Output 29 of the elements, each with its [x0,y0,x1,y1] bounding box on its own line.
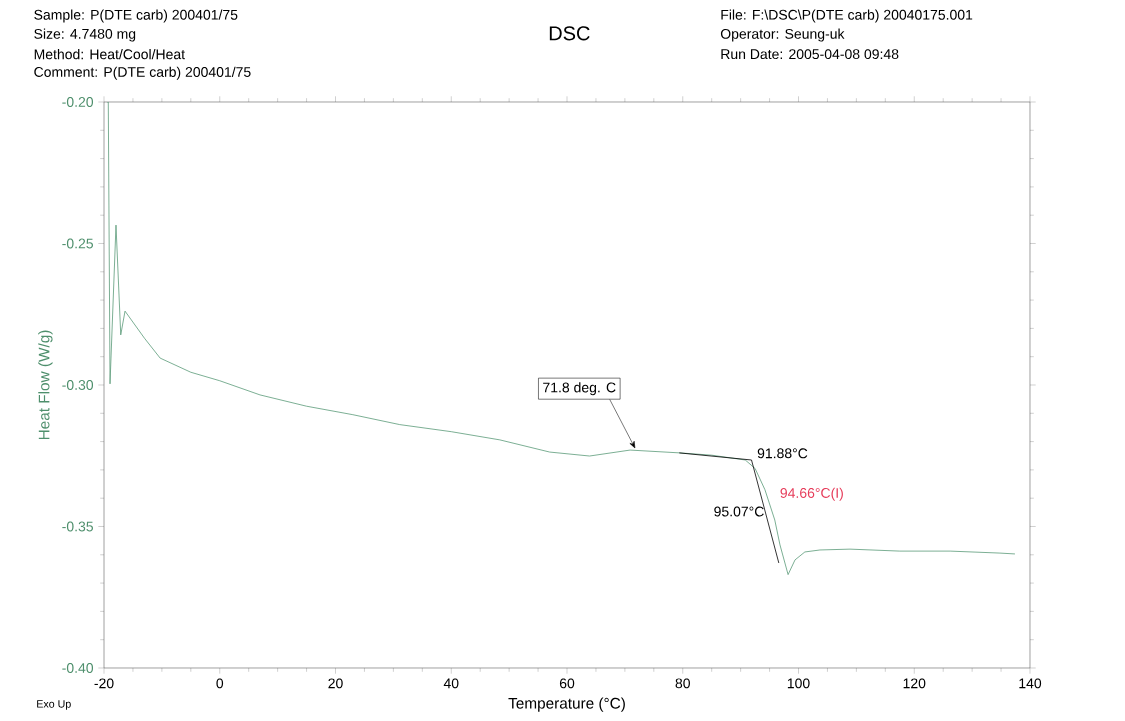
text: Method: Heat/Cool/Heat [34,48,185,60]
text: Size: 4.7480 mg [34,28,136,42]
x-tick-label: 20 [328,678,343,689]
x-axis-title: Temperature (°C) [508,697,625,712]
annotation: 91.88°C [757,448,808,459]
y-tick-label: -0.20 [62,97,94,107]
annotation: 71.8 deg. C [543,382,616,396]
x-tick-label: 80 [675,678,690,689]
x-tick-label: 60 [559,678,575,689]
y-tick-label: -0.25 [62,238,94,249]
text: Exo Up [37,700,71,710]
text: Operator: Seung-uk [720,28,845,42]
chart-title: DSC [549,26,590,41]
y-tick-label: -0.30 [62,380,94,390]
x-tick-label: 140 [1019,678,1042,689]
text: File: F:\DSC\P(DTE carb) 20040175.001 [721,9,973,23]
x-tick-label: 120 [903,678,926,689]
x-tick-label: -20 [94,678,114,689]
x-tick-label: 40 [443,678,459,689]
text: Run Date: 2005-04-08 09:48 [721,49,899,60]
text: Sample: P(DTE carb) 200401/75 [34,9,238,23]
y-tick-label: -0.40 [62,663,94,673]
x-tick-label: 0 [216,678,224,689]
annotation: 94.66°C(I) [780,487,843,501]
text: Comment: P(DTE carb) 200401/75 [34,66,251,80]
y-axis-title: Heat Flow (W/g) [38,330,53,440]
annotation: 95.07°C [714,506,764,517]
x-tick-label: 100 [787,678,810,689]
y-tick-label: -0.35 [62,521,94,532]
